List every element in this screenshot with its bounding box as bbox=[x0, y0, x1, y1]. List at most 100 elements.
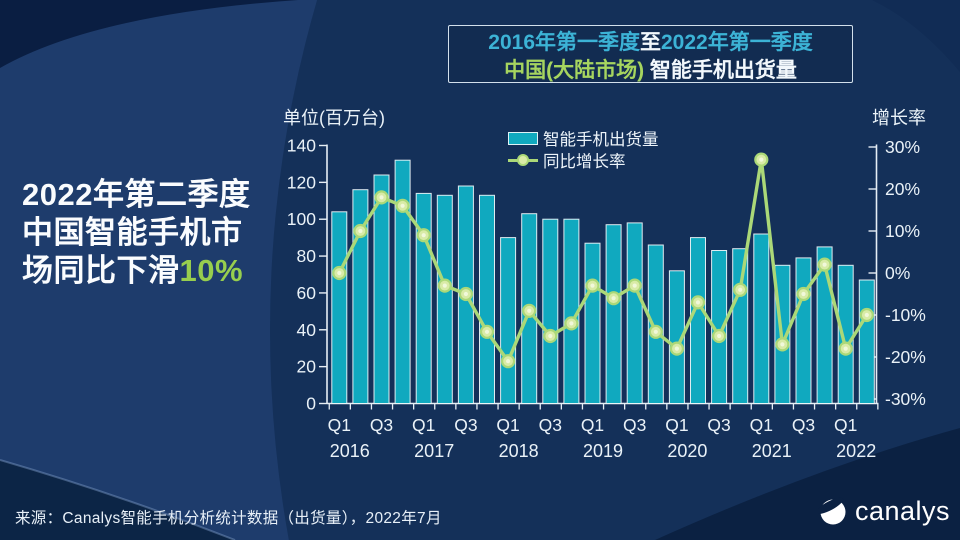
corner-swoosh-bottom-left bbox=[0, 460, 235, 540]
left-axis-tick-label: 140 bbox=[287, 136, 316, 156]
right-axis-tick-label: 30% bbox=[885, 137, 920, 157]
quarter-label: Q3 bbox=[370, 415, 393, 435]
legend-item-shipments: 智能手机出货量 bbox=[508, 127, 659, 149]
year-label: 2020 bbox=[667, 441, 707, 461]
bar-2019Q4 bbox=[647, 244, 664, 404]
left-axis-tick-label: 0 bbox=[306, 394, 316, 414]
corner-swoosh-top-left bbox=[0, 0, 298, 68]
growth-point-core bbox=[569, 321, 574, 326]
canalys-logo-icon bbox=[817, 497, 846, 524]
bar-2021Q3 bbox=[795, 257, 812, 404]
quarter-label: Q1 bbox=[412, 415, 435, 435]
growth-point-core bbox=[717, 333, 722, 339]
right-axis-tick-label: -10% bbox=[885, 305, 926, 325]
left-axis-tick-label: 60 bbox=[297, 283, 317, 303]
quarter-label: Q3 bbox=[707, 415, 730, 435]
chart-title-box: 2016年第一季度至2022年第一季度 中国(大陆市场) 智能手机出货量 bbox=[448, 25, 853, 83]
bar-2019Q2 bbox=[605, 224, 622, 404]
legend-item-growth: 同比增长率 bbox=[508, 149, 659, 171]
source-text: 来源：Canalys智能手机分析统计数据（出货量），2022年7月 bbox=[15, 510, 442, 527]
headline-highlight: 10% bbox=[179, 253, 244, 288]
quarter-label: Q3 bbox=[454, 415, 477, 435]
growth-point-core bbox=[442, 283, 447, 288]
growth-point-core bbox=[822, 262, 827, 267]
quarter-label: Q3 bbox=[539, 415, 562, 435]
left-axis-tick-label: 120 bbox=[287, 172, 316, 192]
legend-label: 智能手机出货量 bbox=[543, 131, 659, 149]
bar-2018Q1 bbox=[500, 237, 517, 404]
right-axis-tick-label: -30% bbox=[885, 389, 926, 409]
growth-point-core bbox=[632, 283, 637, 288]
bar-2017Q1 bbox=[415, 192, 432, 404]
left-axis-tick-label: 100 bbox=[287, 209, 316, 229]
growth-point-core bbox=[506, 359, 511, 364]
chart-title-line1: 2016年第一季度至2022年第一季度 bbox=[488, 31, 813, 54]
bar-2021Q1 bbox=[753, 233, 770, 404]
legend-bar-swatch-icon bbox=[508, 131, 538, 145]
growth-point-core bbox=[674, 346, 680, 351]
growth-point-core bbox=[801, 291, 806, 297]
bar-2020Q4 bbox=[732, 248, 749, 404]
legend: 智能手机出货量 同比增长率 bbox=[508, 127, 659, 171]
bar-2022Q2 bbox=[858, 279, 875, 404]
year-label: 2021 bbox=[752, 441, 792, 461]
right-axis-tick-label: -20% bbox=[885, 347, 926, 367]
headline-line3: 场同比下滑10% bbox=[22, 253, 244, 288]
headline-line1: 2022年第二季度 bbox=[22, 177, 251, 212]
canalys-logo-text: canalys bbox=[854, 496, 950, 526]
bar-2020Q1 bbox=[668, 270, 685, 404]
quarter-label: Q1 bbox=[496, 415, 519, 435]
right-axis-tick-label: 10% bbox=[885, 221, 920, 241]
quarter-label: Q1 bbox=[750, 415, 773, 435]
growth-point-core bbox=[780, 342, 785, 347]
growth-line bbox=[337, 157, 869, 363]
growth-point-core bbox=[358, 228, 363, 234]
growth-point-core bbox=[653, 329, 658, 334]
legend-line-marker-icon bbox=[508, 153, 538, 167]
bar-2020Q2 bbox=[690, 237, 706, 404]
bar-2018Q3 bbox=[542, 218, 559, 404]
growth-point-core bbox=[484, 329, 490, 334]
growth-point-core bbox=[421, 233, 426, 238]
quarter-label: Q1 bbox=[834, 415, 857, 435]
legend-label: 同比增长率 bbox=[543, 153, 626, 171]
bar-2016Q2 bbox=[352, 189, 369, 404]
left-axis-tick-label: 40 bbox=[297, 320, 317, 340]
growth-point-core bbox=[463, 291, 468, 297]
bar-2019Q3 bbox=[626, 222, 643, 404]
quarter-label: Q3 bbox=[623, 415, 646, 435]
growth-point-core bbox=[738, 287, 743, 292]
quarter-label: Q1 bbox=[581, 415, 604, 435]
growth-point-core bbox=[548, 333, 553, 339]
growth-point-core bbox=[590, 283, 595, 288]
headline: 2022年第二季度 中国智能手机市 场同比下滑10% bbox=[22, 176, 302, 290]
growth-point-core bbox=[843, 346, 848, 351]
right-axis-tick-label: 20% bbox=[885, 179, 920, 199]
right-axis-tick-label: 0% bbox=[885, 263, 910, 283]
bar-2016Q1 bbox=[331, 211, 348, 404]
canalys-logo: canalys bbox=[817, 496, 950, 527]
bar-2017Q2 bbox=[436, 194, 453, 404]
quarter-label: Q1 bbox=[665, 415, 688, 435]
year-label: 2018 bbox=[499, 441, 539, 461]
left-axis-tick-label: 80 bbox=[297, 246, 317, 266]
left-axis-tick-label: 20 bbox=[297, 357, 317, 377]
quarter-label: Q3 bbox=[792, 415, 815, 435]
year-label: 2022 bbox=[836, 441, 876, 461]
growth-point-core bbox=[337, 270, 342, 276]
growth-point-core bbox=[379, 195, 384, 200]
bar-2016Q4 bbox=[394, 159, 411, 404]
year-label: 2019 bbox=[583, 441, 623, 461]
growth-point-core bbox=[611, 296, 616, 301]
right-axis-title: 增长率 bbox=[872, 108, 926, 128]
year-label: 2016 bbox=[330, 441, 370, 461]
corner-swoosh-top-right bbox=[872, 0, 960, 72]
bar-2019Q1 bbox=[584, 242, 601, 404]
growth-point-core bbox=[695, 300, 701, 305]
year-label: 2017 bbox=[414, 441, 454, 461]
growth-point-core bbox=[527, 308, 532, 313]
swoosh-edge-line bbox=[0, 459, 236, 540]
